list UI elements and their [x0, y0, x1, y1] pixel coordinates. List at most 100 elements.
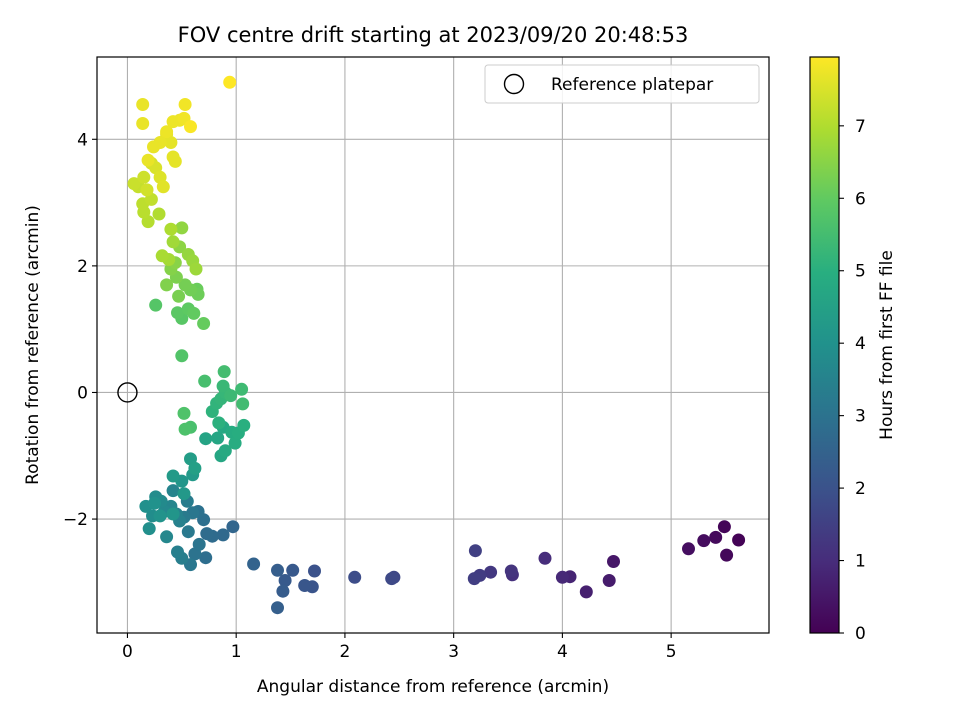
data-point	[308, 564, 321, 578]
data-point	[228, 436, 242, 450]
data-point	[237, 418, 251, 432]
data-point	[141, 153, 155, 167]
colorbar-ticks: 0 1 2 3 4 5 6 7	[839, 117, 866, 644]
y-tick-label: 0	[77, 383, 88, 403]
x-axis-label: Angular distance from reference (arcmin)	[257, 677, 609, 697]
data-point	[226, 520, 240, 534]
data-point	[189, 262, 203, 276]
x-tick-label: 0	[122, 642, 133, 662]
data-point	[697, 534, 711, 548]
data-point	[504, 564, 518, 578]
data-point	[166, 484, 180, 498]
data-point	[136, 117, 150, 130]
data-point	[172, 289, 186, 303]
data-point	[348, 570, 362, 584]
data-point	[177, 406, 191, 420]
data-point	[217, 365, 231, 379]
data-point	[200, 527, 214, 541]
data-point	[212, 416, 226, 430]
data-point	[236, 397, 250, 411]
data-point	[385, 572, 399, 586]
y-tick-label: −2	[63, 510, 88, 530]
data-point	[276, 584, 290, 598]
legend-box	[484, 64, 760, 104]
colorbar-tick-label: 4	[855, 334, 866, 354]
data-point	[223, 75, 237, 89]
data-point	[717, 520, 731, 534]
data-point	[602, 574, 616, 587]
data-point	[484, 565, 498, 579]
data-point	[181, 525, 195, 539]
data-point	[298, 579, 312, 592]
x-tick-label: 2	[340, 642, 351, 662]
data-point	[166, 469, 180, 483]
data-point	[218, 444, 232, 458]
data-point	[137, 170, 151, 184]
data-point	[166, 235, 180, 249]
colorbar: 0 1 2 3 4 5 6 7 Hours from first FF file	[809, 56, 897, 644]
data-point	[160, 530, 174, 544]
x-axis: 0 1 2 3 4 5	[122, 633, 677, 662]
data-point	[142, 522, 156, 536]
data-point	[538, 551, 552, 565]
colorbar-tick-label: 7	[855, 117, 866, 137]
data-point	[148, 496, 162, 510]
points-layer	[127, 75, 746, 615]
data-point	[178, 422, 192, 436]
data-point	[168, 154, 182, 168]
data-point	[160, 278, 174, 292]
x-tick-label: 5	[666, 642, 677, 662]
data-point	[555, 570, 569, 584]
data-point	[709, 530, 723, 544]
data-point	[199, 432, 213, 446]
data-point	[271, 563, 284, 577]
colorbar-frame	[809, 56, 840, 634]
x-tick-label: 1	[231, 642, 242, 662]
colorbar-label: Hours from first FF file	[877, 250, 897, 440]
colorbar-tick-label: 3	[855, 407, 866, 427]
data-point	[216, 528, 230, 542]
data-point	[224, 389, 238, 403]
data-point	[278, 574, 292, 587]
data-point	[153, 509, 167, 523]
y-tick-label: 4	[77, 130, 88, 150]
data-point	[152, 207, 166, 221]
data-point	[235, 382, 249, 396]
data-point	[682, 542, 695, 556]
data-point	[175, 349, 189, 363]
y-axis-label: Rotation from reference (arcmin)	[23, 205, 43, 485]
legend: Reference platepar	[484, 64, 760, 104]
data-point	[156, 180, 170, 194]
data-point	[211, 431, 225, 445]
data-point	[147, 140, 160, 154]
data-point	[164, 222, 178, 236]
data-point	[136, 98, 150, 111]
colorbar-tick-label: 1	[855, 552, 866, 572]
data-point	[187, 306, 201, 320]
colorbar-tick-label: 0	[855, 624, 866, 644]
data-point	[178, 98, 192, 111]
legend-marker	[503, 73, 525, 95]
data-point	[216, 379, 230, 393]
data-point	[198, 374, 212, 388]
data-point	[271, 601, 284, 615]
data-point	[286, 563, 300, 577]
data-point	[199, 551, 213, 565]
data-point	[468, 544, 482, 558]
data-point	[720, 548, 734, 562]
x-tick-label: 4	[557, 642, 568, 662]
y-axis: −2 0 2 4	[63, 130, 97, 530]
plot-frame	[96, 56, 770, 634]
data-point	[178, 278, 192, 292]
x-tick-label: 3	[448, 642, 459, 662]
data-point	[171, 306, 184, 320]
reference-marker	[117, 382, 138, 403]
data-point	[127, 177, 141, 191]
data-point	[192, 537, 206, 551]
chart-title: FOV centre drift starting at 2023/09/20 …	[178, 23, 689, 47]
data-point	[160, 125, 174, 139]
colorbar-tick-label: 6	[855, 189, 866, 209]
data-point	[184, 120, 197, 134]
data-point	[467, 572, 481, 586]
data-point	[177, 487, 191, 501]
